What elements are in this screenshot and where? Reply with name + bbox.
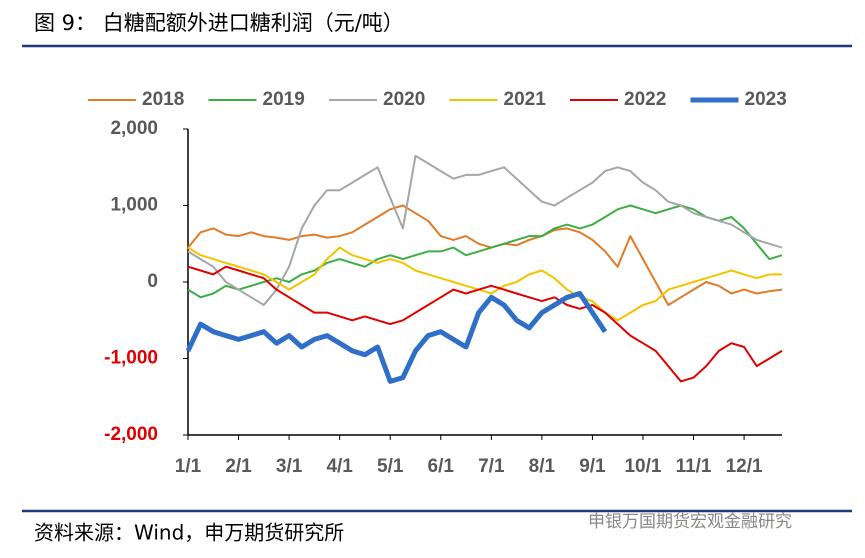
x-tick-label: 1/1: [175, 456, 202, 477]
series-line: [187, 204, 783, 306]
y-tick-label: -1,000: [104, 348, 158, 369]
legend-label: 2023: [745, 89, 787, 110]
x-tick-label: 7/1: [478, 456, 505, 477]
series-line: [187, 204, 783, 299]
series-line: [187, 246, 782, 322]
y-tick-label: 0: [147, 271, 158, 292]
series-line: [187, 265, 783, 383]
y-tick-label: -2,000: [104, 424, 158, 445]
y-tick-label: 1,000: [110, 195, 158, 216]
x-tick-label: 6/1: [428, 456, 455, 477]
y-tick-label: 2,000: [110, 118, 158, 139]
legend-label: 2018: [142, 89, 184, 110]
series-line: [187, 154, 783, 306]
x-tick-label: 11/1: [676, 456, 712, 477]
watermark: 申银万国期货宏观金融研究: [588, 512, 792, 532]
legend-label: 2021: [504, 89, 547, 110]
x-tick-label: 2/1: [225, 456, 252, 477]
x-tick-label: 3/1: [276, 456, 303, 477]
x-tick-label: 12/1: [726, 456, 763, 477]
x-tick-label: 5/1: [377, 456, 404, 477]
chart-title: 图 9： 白糖配额外进口糖利润（元/吨）: [34, 11, 404, 35]
source: 资料来源：Wind，申万期货研究所: [34, 521, 344, 545]
x-tick-label: 4/1: [326, 456, 353, 477]
legend-label: 2020: [383, 89, 425, 110]
legend-label: 2019: [263, 89, 305, 110]
x-tick-label: 10/1: [624, 456, 661, 477]
series-line: [185, 291, 608, 384]
x-tick-label: 9/1: [579, 456, 606, 477]
legend-label: 2022: [624, 89, 666, 110]
x-tick-label: 8/1: [529, 456, 556, 477]
